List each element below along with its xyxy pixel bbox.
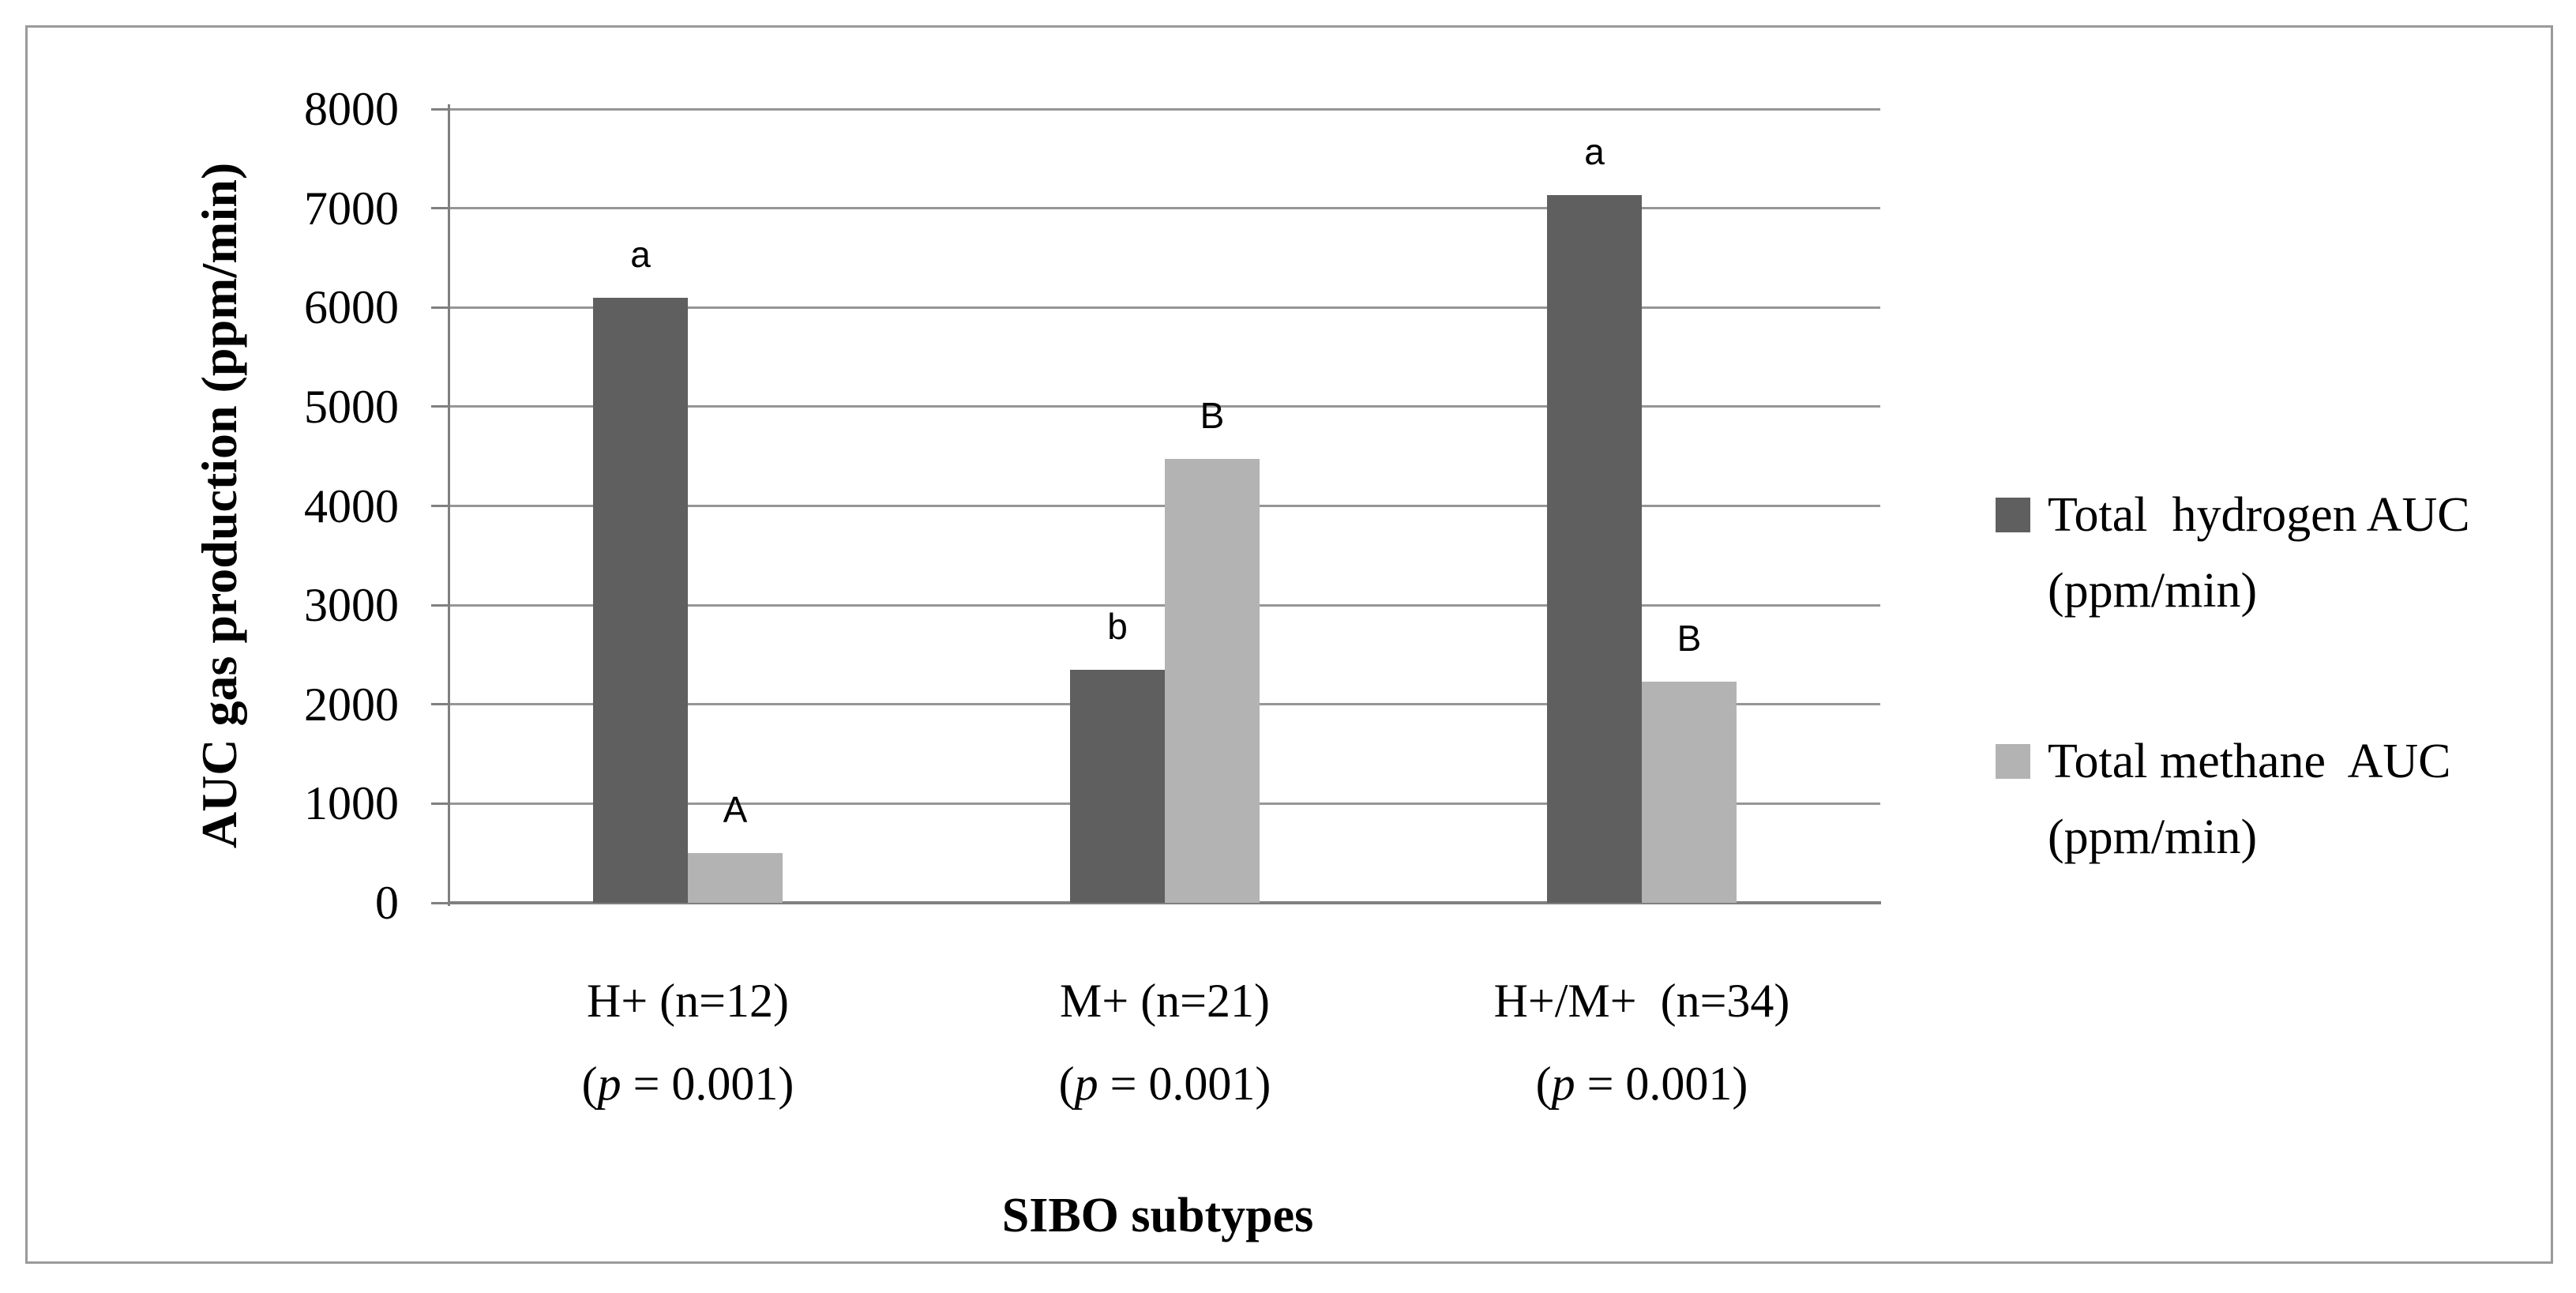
bar-significance-letter: a xyxy=(630,233,651,275)
y-tick-mark-2000 xyxy=(431,703,449,706)
y-tick-mark-1000 xyxy=(431,802,449,805)
legend-swatch-icon xyxy=(1996,744,2030,779)
y-tick-label-0: 0 xyxy=(375,877,399,929)
bar-hydrogen-3 xyxy=(1547,195,1642,903)
p-label-part: ( xyxy=(1535,1058,1552,1110)
y-tick-label-4000: 4000 xyxy=(304,479,399,532)
gridline-7000 xyxy=(449,207,1880,210)
p-label-part: = 0.001) xyxy=(1098,1058,1271,1110)
legend-label: Total methane AUC (ppm/min) xyxy=(2048,724,2451,875)
bar-hydrogen-2 xyxy=(1070,669,1165,903)
bar-methane-3 xyxy=(1642,681,1737,903)
y-tick-label-5000: 5000 xyxy=(304,380,399,433)
y-tick-label-7000: 7000 xyxy=(304,182,399,235)
bar-hydrogen-1 xyxy=(593,297,688,903)
legend-label: Total hydrogen AUC (ppm/min) xyxy=(2048,477,2470,629)
legend-swatch-icon xyxy=(1996,498,2030,532)
bar-significance-letter: B xyxy=(1200,395,1225,437)
bar-significance-letter: a xyxy=(1584,131,1605,173)
gridline-8000 xyxy=(449,107,1880,111)
legend-label-line: (ppm/min) xyxy=(2048,564,2258,618)
y-axis-line xyxy=(448,104,450,906)
bar-methane-2 xyxy=(1165,459,1260,903)
y-tick-label-8000: 8000 xyxy=(304,83,399,135)
x-category-label-3: H+/M+ (n=34) xyxy=(1493,975,1790,1027)
y-tick-mark-4000 xyxy=(431,505,449,507)
y-tick-mark-0 xyxy=(431,901,449,904)
p-label-part: p xyxy=(1074,1058,1098,1110)
y-tick-label-2000: 2000 xyxy=(304,678,399,731)
x-axis-baseline xyxy=(448,901,1881,904)
legend-label-line: Total methane AUC xyxy=(2048,735,2451,788)
p-label-part: p xyxy=(597,1058,621,1110)
x-category-label-2: M+ (n=21) xyxy=(1060,975,1270,1027)
y-tick-mark-6000 xyxy=(431,306,449,309)
legend-item-hydrogen: Total hydrogen AUC (ppm/min) xyxy=(1996,477,2470,629)
p-label-part: = 0.001) xyxy=(621,1058,794,1110)
p-label-part: ( xyxy=(1058,1058,1075,1110)
gridline-6000 xyxy=(449,306,1880,309)
bar-significance-letter: b xyxy=(1107,605,1128,647)
bar-methane-1 xyxy=(688,853,783,903)
y-tick-mark-8000 xyxy=(431,107,449,111)
x-category-p-label-3: (p = 0.001) xyxy=(1536,1060,1748,1107)
p-label-part: p xyxy=(1551,1058,1575,1110)
legend-label-line: Total hydrogen AUC xyxy=(2048,488,2470,542)
y-tick-mark-3000 xyxy=(431,603,449,607)
gridline-5000 xyxy=(449,405,1880,408)
bar-significance-letter: A xyxy=(723,789,748,831)
y-tick-mark-7000 xyxy=(431,207,449,210)
y-tick-label-1000: 1000 xyxy=(304,777,399,830)
bar-significance-letter: B xyxy=(1677,617,1702,659)
y-tick-mark-5000 xyxy=(431,405,449,408)
legend-item-methane: Total methane AUC (ppm/min) xyxy=(1996,724,2451,875)
x-category-label-1: H+ (n=12) xyxy=(587,975,789,1027)
p-label-part: ( xyxy=(581,1058,598,1110)
y-tick-label-6000: 6000 xyxy=(304,281,399,334)
p-label-part: = 0.001) xyxy=(1575,1058,1748,1110)
x-category-p-label-1: (p = 0.001) xyxy=(582,1060,794,1107)
x-category-p-label-2: (p = 0.001) xyxy=(1059,1060,1271,1107)
legend-label-line: (ppm/min) xyxy=(2048,810,2258,865)
figure-border xyxy=(25,25,2553,1264)
x-axis-title: SIBO subtypes xyxy=(1001,1189,1314,1242)
y-tick-label-3000: 3000 xyxy=(304,579,399,632)
